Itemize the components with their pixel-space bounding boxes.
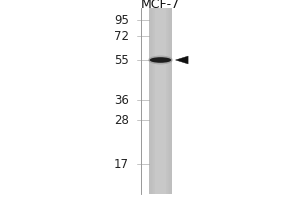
Text: 28: 28 <box>114 114 129 127</box>
Bar <box>167 8 168 194</box>
Bar <box>152 8 153 194</box>
Bar <box>168 8 169 194</box>
Bar <box>149 8 151 194</box>
Polygon shape <box>176 56 188 64</box>
Bar <box>151 8 152 194</box>
Text: 95: 95 <box>114 14 129 26</box>
Bar <box>153 8 154 194</box>
Ellipse shape <box>148 56 173 64</box>
Bar <box>171 8 172 194</box>
Bar <box>149 8 172 194</box>
Text: 72: 72 <box>114 29 129 43</box>
Text: 36: 36 <box>114 94 129 106</box>
Text: MCF-7: MCF-7 <box>141 0 180 11</box>
Bar <box>169 8 170 194</box>
Bar <box>166 8 167 194</box>
Bar <box>154 8 155 194</box>
Text: 17: 17 <box>114 158 129 170</box>
Text: 55: 55 <box>114 53 129 66</box>
Ellipse shape <box>150 57 171 63</box>
